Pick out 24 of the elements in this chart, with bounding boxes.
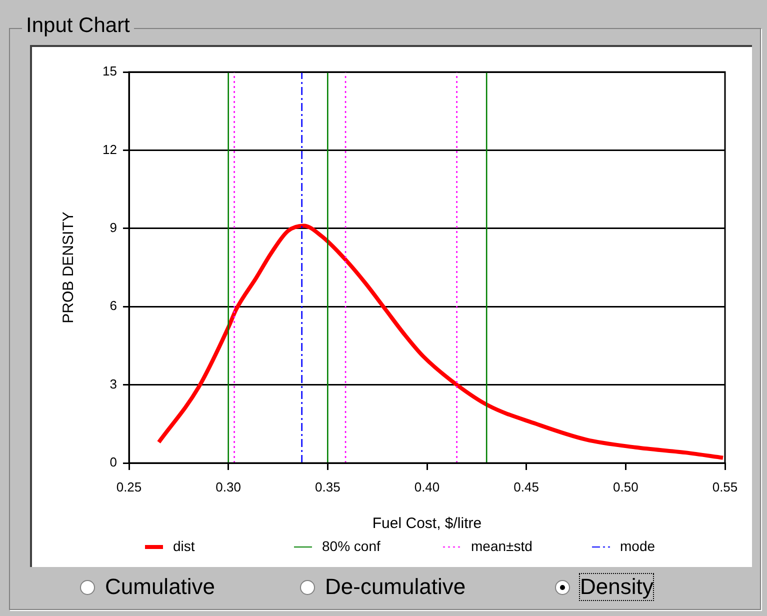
text: Density (580, 574, 654, 600)
legend-label: dist (173, 538, 195, 554)
y-tick-label: 15 (102, 64, 117, 79)
y-tick-label: 6 (110, 298, 117, 314)
x-axis-title: Fuel Cost, $/litre (372, 515, 482, 532)
x-tick-label: 0.25 (116, 479, 142, 494)
chart-title: Input Chart (22, 14, 134, 38)
y-tick-label: 0 (110, 454, 117, 470)
line-series (156, 224, 725, 460)
legend-label: 80% conf (322, 538, 380, 554)
x-tick-label: 0.50 (613, 479, 638, 494)
x-tick-label: 0.45 (514, 479, 539, 494)
x-tick-label: 0.30 (216, 479, 241, 494)
legend-label: mode (620, 538, 656, 554)
x-tick-label: 0.35 (315, 479, 340, 494)
x-tick-label: 0.55 (712, 479, 738, 494)
text: Cumulative (105, 574, 216, 600)
legend-label: mean±std (471, 538, 532, 554)
y-tick-label: 12 (102, 142, 117, 157)
x-tick-label: 0.40 (414, 479, 440, 494)
y-tick-label: 3 (110, 376, 117, 392)
text: De-cumulative (325, 574, 466, 600)
y-tick-label: 9 (110, 220, 117, 235)
y-axis-title: PROB DENSITY (60, 212, 78, 324)
